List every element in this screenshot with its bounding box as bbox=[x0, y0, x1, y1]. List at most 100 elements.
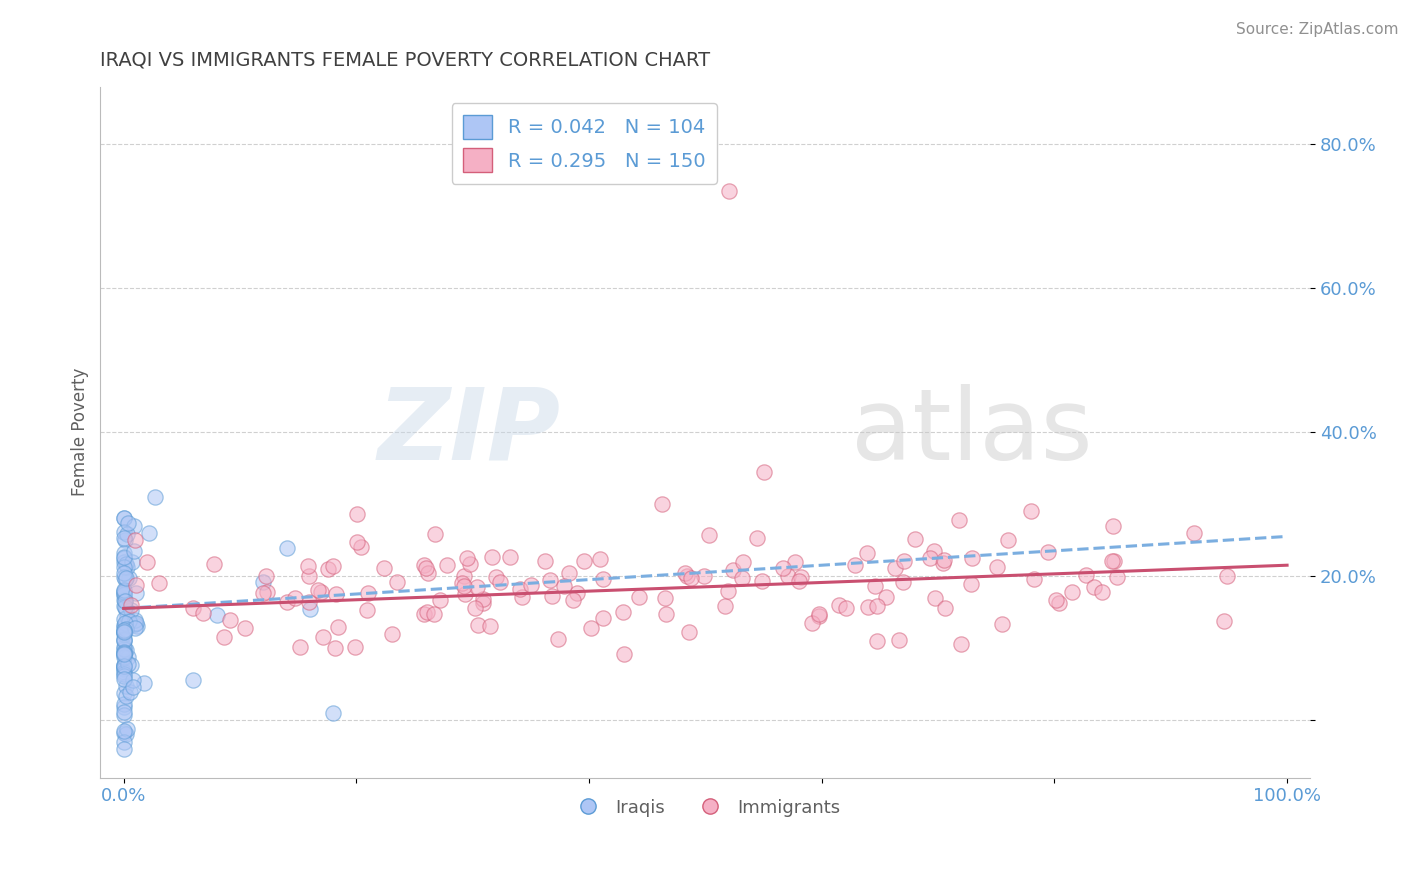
Point bbox=[1060, 585, 1083, 599]
Point bbox=[112, 699, 135, 714]
Text: IRAQI VS IMMIGRANTS FEMALE POVERTY CORRELATION CHART: IRAQI VS IMMIGRANTS FEMALE POVERTY CORRE… bbox=[100, 51, 710, 70]
Point bbox=[467, 618, 489, 632]
Point bbox=[562, 593, 585, 607]
Point bbox=[112, 583, 135, 598]
Point bbox=[423, 607, 446, 621]
Point bbox=[678, 625, 700, 640]
Point bbox=[125, 577, 148, 591]
Point bbox=[346, 535, 368, 549]
Point bbox=[789, 570, 811, 584]
Point bbox=[589, 551, 612, 566]
Point bbox=[883, 561, 905, 575]
Point bbox=[297, 559, 319, 574]
Point bbox=[112, 642, 135, 657]
Point bbox=[436, 558, 458, 573]
Point bbox=[112, 658, 135, 673]
Point bbox=[308, 583, 330, 598]
Point bbox=[471, 595, 494, 609]
Point bbox=[924, 591, 946, 605]
Point bbox=[122, 518, 145, 533]
Point bbox=[889, 632, 911, 647]
Point bbox=[117, 649, 139, 664]
Point bbox=[567, 586, 589, 600]
Point bbox=[112, 560, 135, 574]
Point bbox=[488, 574, 510, 589]
Point bbox=[856, 546, 879, 560]
Point bbox=[679, 572, 702, 586]
Point bbox=[112, 511, 135, 525]
Point bbox=[808, 607, 831, 621]
Point bbox=[120, 657, 142, 672]
Point bbox=[875, 590, 897, 604]
Point bbox=[115, 727, 138, 741]
Point bbox=[904, 533, 927, 547]
Point bbox=[112, 588, 135, 602]
Point bbox=[112, 584, 135, 599]
Point bbox=[713, 599, 735, 613]
Point bbox=[252, 575, 274, 590]
Point bbox=[1022, 572, 1045, 586]
Point bbox=[112, 649, 135, 664]
Point bbox=[787, 574, 810, 589]
Point bbox=[114, 600, 136, 615]
Point bbox=[627, 590, 650, 604]
Point bbox=[112, 734, 135, 748]
Point bbox=[343, 640, 366, 655]
Point bbox=[121, 602, 143, 616]
Point bbox=[950, 637, 973, 651]
Point bbox=[948, 513, 970, 527]
Point bbox=[891, 575, 914, 590]
Point bbox=[143, 490, 166, 504]
Point bbox=[346, 508, 368, 522]
Point bbox=[451, 575, 474, 590]
Point bbox=[772, 560, 794, 574]
Point bbox=[1049, 597, 1071, 611]
Point bbox=[112, 593, 135, 607]
Point bbox=[148, 576, 170, 591]
Point bbox=[112, 705, 135, 719]
Point bbox=[112, 546, 135, 560]
Point bbox=[298, 569, 321, 583]
Point bbox=[112, 612, 135, 626]
Point bbox=[1213, 614, 1236, 628]
Point bbox=[138, 525, 160, 540]
Point bbox=[553, 579, 575, 593]
Point bbox=[776, 569, 799, 583]
Point bbox=[692, 569, 714, 583]
Point bbox=[986, 559, 1008, 574]
Point bbox=[418, 566, 440, 580]
Point bbox=[471, 591, 494, 606]
Point bbox=[112, 658, 135, 673]
Point bbox=[481, 549, 503, 564]
Point bbox=[413, 607, 436, 621]
Point bbox=[960, 577, 983, 591]
Point bbox=[112, 659, 135, 673]
Text: ZIP: ZIP bbox=[377, 384, 560, 481]
Point bbox=[118, 614, 141, 628]
Point bbox=[121, 680, 143, 694]
Point bbox=[311, 630, 333, 644]
Point bbox=[350, 541, 373, 555]
Point bbox=[112, 708, 135, 723]
Point bbox=[655, 607, 678, 621]
Text: atlas: atlas bbox=[851, 384, 1092, 481]
Point bbox=[298, 595, 321, 609]
Point bbox=[1182, 525, 1205, 540]
Point bbox=[233, 621, 256, 635]
Point bbox=[893, 554, 915, 568]
Point bbox=[747, 531, 769, 545]
Point bbox=[254, 569, 277, 583]
Point bbox=[456, 551, 478, 566]
Point bbox=[934, 600, 956, 615]
Point bbox=[931, 556, 953, 570]
Point bbox=[284, 591, 307, 605]
Point bbox=[290, 640, 312, 654]
Point bbox=[1216, 569, 1239, 583]
Point bbox=[717, 184, 740, 198]
Point bbox=[464, 601, 486, 615]
Point bbox=[112, 648, 135, 662]
Point bbox=[453, 578, 475, 592]
Point bbox=[960, 550, 983, 565]
Point bbox=[298, 602, 321, 616]
Point bbox=[828, 598, 851, 612]
